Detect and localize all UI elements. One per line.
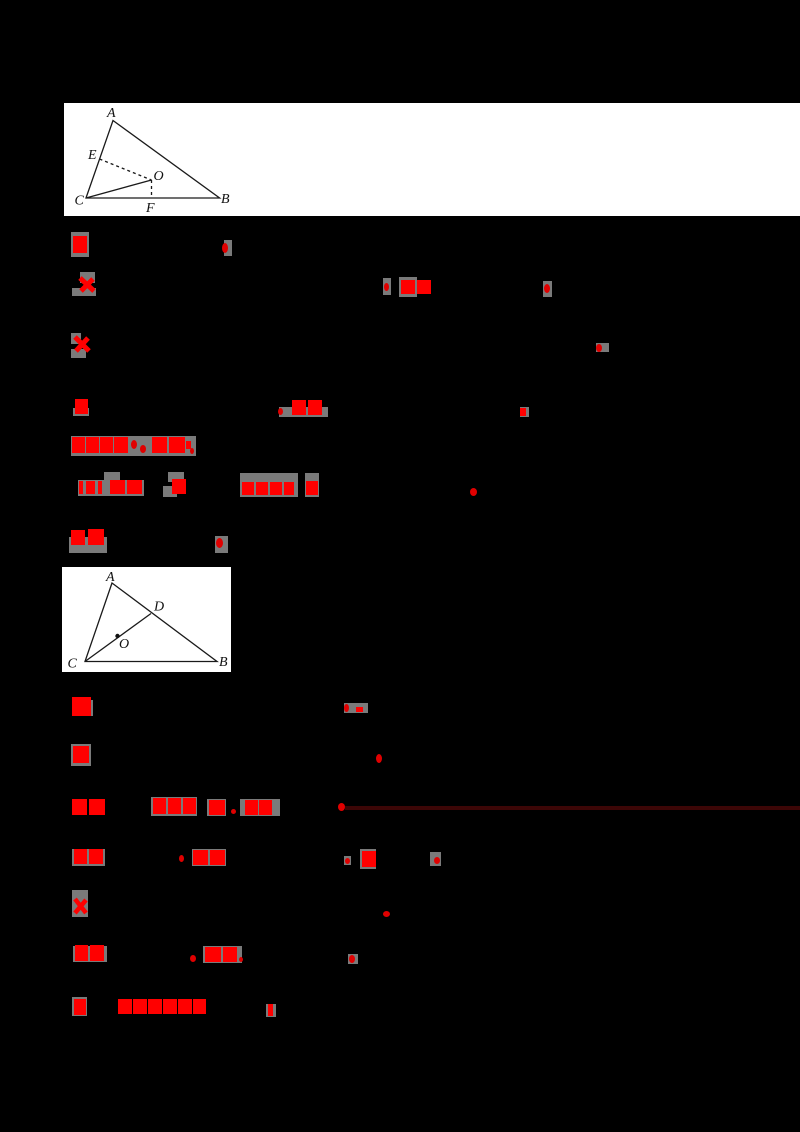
svg-text:C: C: [68, 657, 78, 672]
svg-text:O: O: [119, 637, 129, 652]
svg-text:C: C: [75, 194, 85, 209]
svg-text:E: E: [87, 148, 97, 163]
svg-text:B: B: [221, 192, 230, 207]
svg-text:F: F: [145, 201, 155, 216]
svg-text:A: A: [106, 106, 116, 121]
svg-text:B: B: [219, 655, 228, 670]
svg-text:A: A: [105, 570, 115, 585]
svg-text:O: O: [154, 169, 164, 184]
svg-text:D: D: [153, 600, 164, 615]
